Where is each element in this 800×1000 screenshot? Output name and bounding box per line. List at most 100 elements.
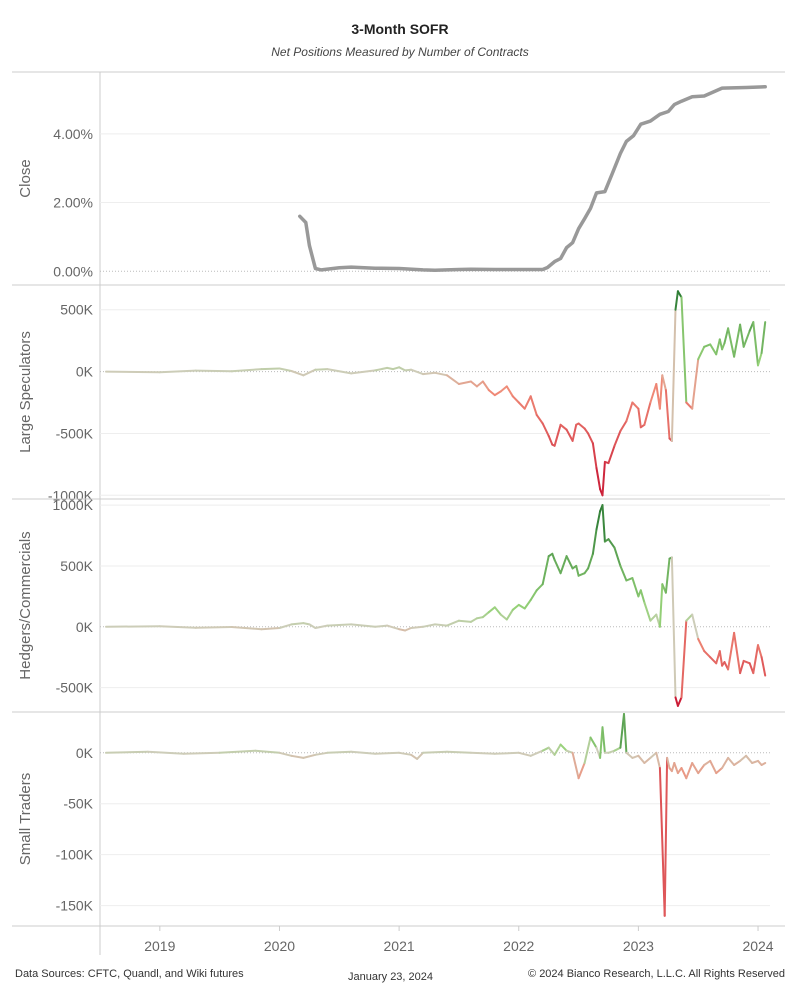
y-tick-label: -100K [56, 847, 94, 863]
series-segment [350, 750, 377, 755]
series-segment [487, 606, 496, 614]
series-segment [529, 749, 544, 757]
series-segment [745, 754, 754, 764]
series-segment [607, 538, 616, 549]
series-segment [760, 656, 767, 677]
series-segment [664, 557, 671, 594]
series-segment [475, 616, 484, 620]
series-segment [658, 374, 664, 410]
series-segment [302, 753, 317, 759]
series-segment [410, 753, 419, 760]
series-segment [158, 625, 197, 629]
series-segment [697, 638, 706, 653]
series-segment [733, 759, 742, 766]
series-segment [718, 650, 724, 667]
series-segment [715, 767, 724, 775]
series-segment [587, 552, 594, 570]
series-segment [446, 750, 472, 754]
series-segment [511, 395, 520, 404]
series-segment [260, 367, 281, 371]
x-tick-label: 2024 [742, 938, 773, 954]
series-segment [158, 369, 197, 374]
y-tick-label: 2.00% [53, 195, 93, 211]
y-tick-label: -500K [56, 680, 94, 696]
series-segment [398, 628, 407, 632]
y-tick-label: 0.00% [53, 263, 93, 279]
series-segment [553, 743, 562, 756]
series-segment [278, 751, 293, 757]
x-axis: 2019 2020 2021 2022 2023 2024 [144, 926, 774, 954]
x-tick-label: 2023 [623, 938, 654, 954]
footer-date: January 23, 2024 [348, 971, 434, 983]
series-segment [398, 751, 413, 756]
series-segment [493, 751, 520, 755]
series-line [298, 85, 767, 272]
series-segment [434, 371, 448, 377]
series-segment [625, 401, 634, 423]
series-segment [757, 352, 763, 367]
series-segment [595, 510, 602, 531]
y-tick-label: -500K [56, 425, 94, 441]
series-segment [673, 762, 679, 775]
series-segment [721, 756, 730, 769]
series-segment [691, 762, 700, 775]
chart-subtitle: Net Positions Measured by Number of Cont… [271, 45, 528, 59]
series-segment [715, 338, 721, 356]
series-segment [541, 746, 550, 752]
series-segment [565, 555, 574, 570]
series-segment [752, 644, 759, 675]
y-axis-title: Hedgers/Commercials [17, 531, 34, 679]
series-segment [410, 625, 424, 629]
series-segment [697, 764, 706, 775]
series-segment [577, 762, 586, 780]
series-segment [326, 623, 353, 627]
series-segment [589, 736, 598, 749]
chart-title: 3-Month SOFR [351, 21, 448, 37]
series-segment [505, 608, 514, 621]
series-segment [541, 555, 550, 586]
series-segment [499, 613, 508, 621]
series-segment [314, 368, 329, 371]
series-segment [254, 749, 281, 754]
series-segment [350, 369, 377, 375]
series-segment [703, 759, 712, 766]
series-segment [649, 383, 658, 404]
series-segment [583, 736, 592, 764]
series-segment [625, 751, 634, 759]
series-segment [398, 366, 407, 372]
series-segment [591, 442, 598, 470]
series-segment [523, 599, 532, 610]
y-tick-label: 0K [76, 619, 94, 635]
series-segment [551, 552, 556, 561]
y-tick-label: 500K [60, 558, 93, 574]
series-segment [230, 368, 263, 373]
series-segment [751, 759, 759, 764]
series-segment [613, 746, 622, 752]
series-segment [278, 367, 293, 372]
y-axis-title: Small Traders [17, 773, 34, 866]
series-segment [374, 624, 389, 628]
series-segment [517, 603, 526, 610]
series-segment [565, 749, 574, 754]
series-segment [326, 750, 353, 754]
series-segment [469, 751, 496, 755]
series-segment [535, 413, 544, 425]
series-segment [655, 751, 661, 769]
series-segment [446, 374, 460, 385]
series-segment [607, 749, 616, 754]
series-segment [723, 327, 730, 345]
series-segment [643, 601, 652, 622]
series-segment [757, 644, 763, 659]
series-segment [639, 589, 646, 604]
series-segment [709, 656, 718, 665]
series-segment [469, 617, 478, 623]
series-segment [619, 420, 628, 432]
y-tick-label: 4.00% [53, 126, 93, 142]
series-segment [739, 323, 745, 348]
series-segment [733, 631, 742, 675]
series-segment [218, 749, 257, 754]
series-segment [410, 368, 424, 376]
series-segment [752, 321, 759, 367]
